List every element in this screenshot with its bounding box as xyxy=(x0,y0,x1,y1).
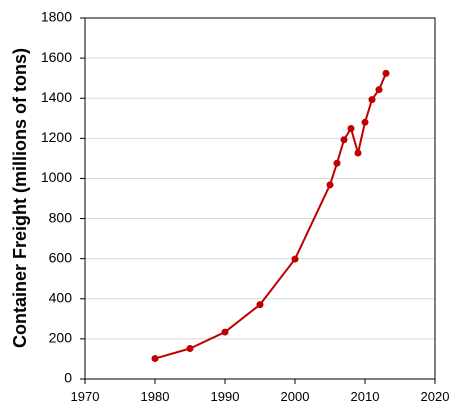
x-tick-label-1990: 1990 xyxy=(211,389,240,404)
data-point-2000 xyxy=(291,255,299,263)
y-tick-label-200: 200 xyxy=(49,330,73,346)
y-tick-label-1600: 1600 xyxy=(41,49,72,65)
plot-area-frame xyxy=(84,17,436,380)
y-tick-label-1800: 1800 xyxy=(41,9,72,25)
y-axis-title: Container Freight (millions of tons) xyxy=(10,48,30,348)
data-point-2005 xyxy=(326,181,334,189)
data-point-1985 xyxy=(186,345,194,353)
x-tick-label-2020: 2020 xyxy=(421,389,450,404)
x-tick-label-1970: 1970 xyxy=(71,389,100,404)
y-tick-label-1400: 1400 xyxy=(41,89,72,105)
data-point-2011 xyxy=(368,96,376,104)
data-point-2013 xyxy=(382,69,390,77)
y-tick-label-1200: 1200 xyxy=(41,129,72,145)
x-tick-label-1980: 1980 xyxy=(141,389,170,404)
data-point-2008 xyxy=(347,125,355,133)
data-point-2009 xyxy=(354,149,362,157)
y-tick-label-800: 800 xyxy=(49,209,73,225)
data-point-1995 xyxy=(256,301,264,309)
x-tick-label-2010: 2010 xyxy=(351,389,380,404)
y-tick-label-0: 0 xyxy=(64,370,72,386)
data-point-2007 xyxy=(340,136,348,144)
x-tick-label-2000: 2000 xyxy=(281,389,310,404)
data-point-1990 xyxy=(221,328,229,336)
y-tick-label-600: 600 xyxy=(49,249,73,265)
y-tick-label-400: 400 xyxy=(49,289,73,305)
y-tick-label-1000: 1000 xyxy=(41,169,72,185)
data-point-2012 xyxy=(375,86,383,94)
data-point-2010 xyxy=(361,118,369,126)
data-point-1980 xyxy=(151,355,159,363)
series-line-0 xyxy=(154,72,387,360)
data-point-2006 xyxy=(333,159,341,167)
